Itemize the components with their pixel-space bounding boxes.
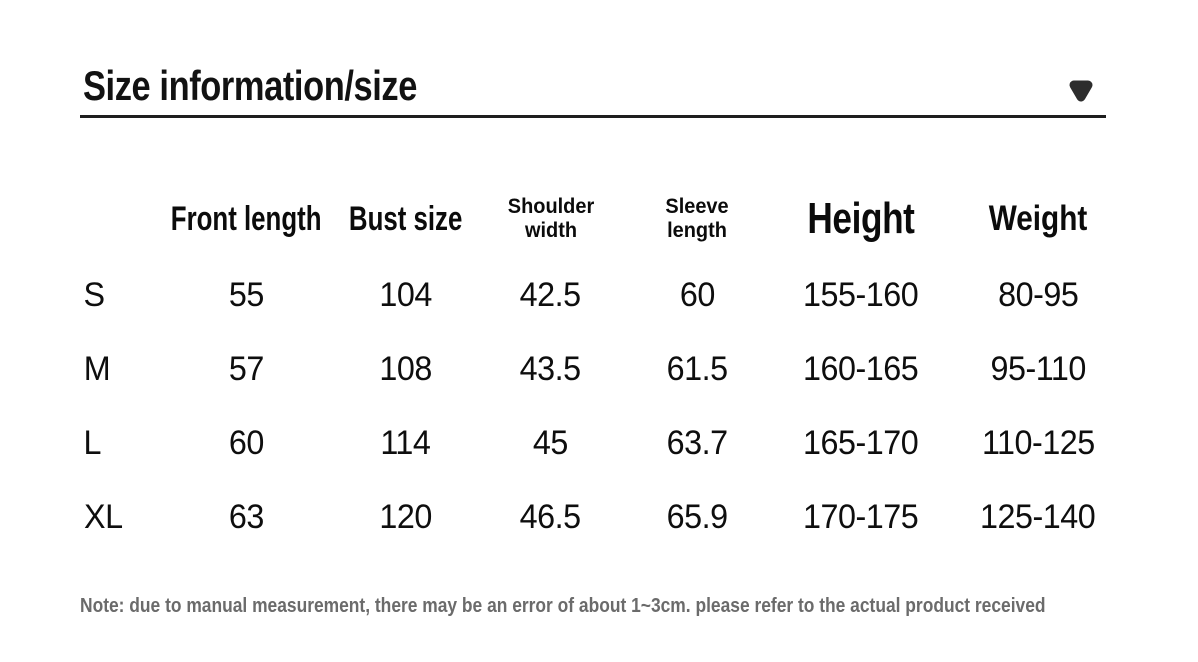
table-cell-weight: 125-140 (980, 497, 1096, 536)
table-cell-front-length: 57 (228, 349, 264, 388)
table-cell-weight: 110-125 (981, 423, 1095, 462)
table-cell-sleeve-length: 63.7 (666, 423, 728, 462)
table-cell-shoulder-width: 46.5 (520, 497, 581, 536)
table-cell-front-length: 63 (228, 497, 264, 536)
table-header-sleeve-length: Sleeve length (665, 195, 729, 242)
table-cell-bust-size: 108 (379, 349, 432, 388)
table-cell-sleeve-length: 61.5 (666, 349, 728, 388)
table-cell-front-length: 60 (228, 423, 264, 462)
table-cell-height: 165-170 (803, 423, 919, 462)
page-title: Size information/size (83, 62, 417, 109)
table-cell-bust-size: 120 (379, 497, 432, 536)
table-cell-height: 160-165 (803, 349, 919, 388)
table-cell-height: 170-175 (803, 497, 919, 536)
table-cell-shoulder-width: 43.5 (520, 349, 581, 388)
table-cell-size: L (83, 423, 101, 462)
rounded-triangle-icon (1066, 77, 1096, 105)
table-cell-size: XL (84, 497, 123, 536)
table-cell-shoulder-width: 45 (532, 423, 568, 462)
table-cell-bust-size: 104 (379, 275, 432, 314)
table-cell-shoulder-width: 42.5 (520, 275, 581, 314)
table-header-size (80, 180, 165, 258)
table-cell-size: M (83, 349, 111, 388)
table-cell-front-length: 55 (228, 275, 264, 314)
table-header-shoulder-width: Shoulder width (507, 195, 594, 242)
size-table: Front length Bust size Shoulder width Sl… (80, 180, 1130, 554)
table-header-height: Height (807, 194, 915, 243)
table-cell-sleeve-length: 65.9 (666, 497, 728, 536)
table-header-bust-size: Bust size (348, 199, 463, 238)
measurement-note: Note: due to manual measurement, there m… (80, 595, 1046, 617)
table-cell-height: 155-160 (803, 275, 919, 314)
table-cell-size: S (83, 275, 106, 314)
table-header-front-length: Front length (171, 199, 322, 238)
table-cell-sleeve-length: 60 (679, 275, 715, 314)
table-header-weight: Weight (988, 199, 1088, 238)
table-cell-weight: 95-110 (990, 349, 1086, 388)
table-cell-bust-size: 114 (380, 423, 431, 462)
title-divider (80, 115, 1106, 118)
table-cell-weight: 80-95 (997, 275, 1079, 314)
